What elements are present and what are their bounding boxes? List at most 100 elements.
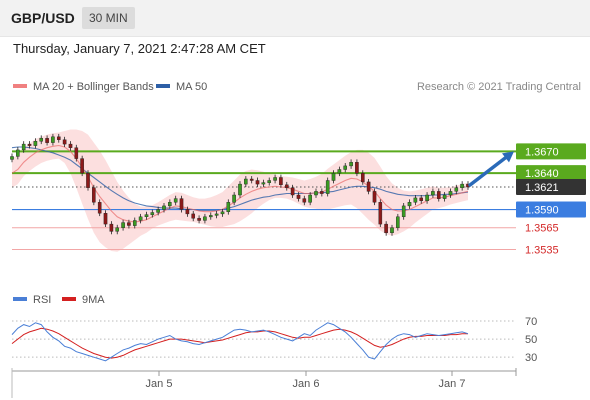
candle-body <box>320 191 324 194</box>
candle-body <box>349 162 353 167</box>
price-levels <box>12 150 516 251</box>
forecast-arrow <box>468 151 514 187</box>
candle-body <box>285 184 289 188</box>
candle-body <box>103 212 108 225</box>
candle-body <box>167 202 172 207</box>
candle-body <box>448 191 453 196</box>
rsi9ma-legend-label: 9MA <box>82 294 105 306</box>
candle-body <box>51 136 55 143</box>
candle-body <box>45 138 49 143</box>
candle-body <box>296 194 301 199</box>
candle-body <box>62 139 67 145</box>
candle-body <box>331 172 336 181</box>
candle-body <box>197 218 201 221</box>
level-label-1.3590: 1.3590 <box>525 205 559 217</box>
ma20-legend-swatch <box>13 84 27 88</box>
candle-body <box>261 182 266 185</box>
candle-body <box>255 180 260 185</box>
rsi-legend-label: RSI <box>33 294 51 306</box>
ma20-legend-label: MA 20 + Bollinger Bands <box>33 81 154 93</box>
candle-body <box>109 223 114 232</box>
candle-body <box>396 216 400 228</box>
candle-body <box>80 158 84 174</box>
level-label-1.3565: 1.3565 <box>525 223 559 235</box>
candle-body <box>173 198 178 203</box>
candle-body <box>431 191 435 196</box>
x-tick-label: Jan 6 <box>293 378 320 390</box>
ma50-legend-label: MA 50 <box>176 81 207 93</box>
rsi-legend-swatch <box>13 297 27 301</box>
candle-body <box>21 143 26 151</box>
rsi-panel: 70 50 30 <box>11 316 537 364</box>
main-legend: MA 20 + Bollinger Bands MA 50 Research ©… <box>13 81 581 93</box>
candle-body <box>191 213 196 219</box>
candle-body <box>132 220 137 226</box>
candle-body <box>115 227 119 232</box>
candle-body <box>220 211 225 215</box>
candle-body <box>454 187 459 192</box>
candle-body <box>33 140 38 146</box>
candle-body <box>97 202 102 214</box>
candle-body <box>150 212 155 215</box>
candle-body <box>226 202 231 213</box>
candle-body <box>290 187 295 196</box>
candle-body <box>378 202 383 225</box>
candle-body <box>39 138 43 142</box>
candle-body <box>179 198 184 210</box>
candle-body <box>407 202 412 207</box>
candle-body <box>384 223 388 234</box>
rsi-9ma-line <box>11 327 468 359</box>
candle-body <box>314 191 318 196</box>
rsi-line <box>11 322 469 362</box>
forecast-arrow-head <box>502 151 514 163</box>
timeframe-button[interactable]: 30 MIN <box>82 7 135 29</box>
candle-body <box>355 162 359 174</box>
level-label-1.3670: 1.3670 <box>525 146 559 158</box>
level-tag-1.3640 <box>516 165 586 182</box>
candle-body <box>144 214 149 218</box>
candle-body <box>442 194 447 199</box>
x-tick-label: Jan 7 <box>439 378 466 390</box>
level-label-1.3621: 1.3621 <box>525 182 559 194</box>
rsi9ma-legend-swatch <box>62 297 76 301</box>
candle-body <box>91 187 96 203</box>
candle-body <box>27 143 32 146</box>
candle-body <box>366 181 371 192</box>
level-tag-1.3590 <box>516 201 586 218</box>
rsi-tick-50: 50 <box>525 334 537 346</box>
candle-body <box>232 194 236 203</box>
candle-body <box>267 180 272 183</box>
candle-body <box>308 194 312 203</box>
level-labels: 1.3670 1.3640 1.3621 1.3590 1.3565 1.3535 <box>516 143 586 257</box>
candle-body <box>249 178 254 181</box>
candle-body <box>419 197 424 201</box>
candle-body <box>214 213 219 216</box>
candle-body <box>121 222 125 228</box>
candle-body <box>337 169 342 174</box>
candle-body <box>243 178 248 185</box>
x-tick-label: Jan 5 <box>146 378 173 390</box>
top-bar: GBP/USD 30 MIN <box>0 0 590 37</box>
candle-body <box>185 209 190 215</box>
rsi-tick-70: 70 <box>525 316 537 328</box>
candle-body <box>325 180 330 194</box>
price-candles <box>10 133 470 236</box>
candle-body <box>390 227 394 233</box>
level-label-1.3640: 1.3640 <box>525 168 559 180</box>
candle-body <box>413 197 418 203</box>
candle-body <box>127 222 131 226</box>
candle-body <box>138 216 143 221</box>
candle-body <box>343 165 348 170</box>
rsi-legend: RSI 9MA <box>13 294 105 306</box>
candle-body <box>86 172 90 188</box>
candle-body <box>401 205 406 217</box>
candle-body <box>10 156 14 160</box>
level-tag-1.3621 <box>516 179 586 195</box>
candle-body <box>425 194 429 202</box>
x-axis: Jan 5 Jan 6 Jan 7 <box>11 368 517 398</box>
symbol-title: GBP/USD <box>11 10 75 26</box>
candle-body <box>437 191 441 199</box>
level-tag-1.3670 <box>516 143 586 160</box>
candle-body <box>372 191 377 203</box>
